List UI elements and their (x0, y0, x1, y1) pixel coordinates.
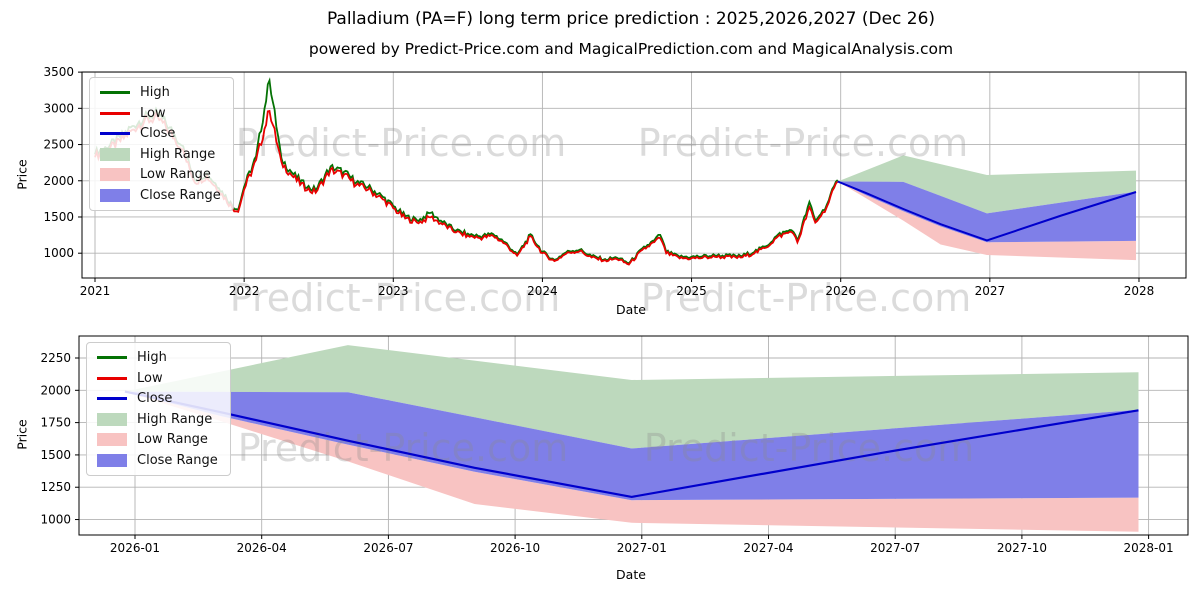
watermark-text: Predict-Price.com (236, 121, 567, 165)
y-tick-label: 2000 (43, 174, 74, 188)
legend-close_range-swatch (100, 188, 130, 202)
legend-entry: Close Range (97, 453, 218, 468)
plot-border (81, 71, 1187, 279)
x-tick-label: 2022 (229, 284, 260, 298)
watermark-text: Predict-Price.com (644, 426, 975, 470)
legend-label: Low (140, 105, 166, 121)
watermark-text: Predict-Price.com (641, 276, 972, 320)
top-x-axis-label: Date (616, 302, 646, 317)
x-tick-label: 2024 (527, 284, 558, 298)
x-tick-label: 2027-04 (743, 541, 793, 555)
legend-label: Low Range (140, 167, 211, 182)
x-tick-label: 2021 (80, 284, 111, 298)
low-range-band (124, 391, 1139, 532)
y-tick-label: 1500 (40, 448, 71, 462)
legend-close-swatch (100, 132, 130, 135)
legend-label: Close (140, 126, 176, 141)
bottom-x-axis-label: Date (616, 567, 646, 582)
y-tick-label: 1000 (43, 246, 74, 260)
legend-label: High Range (137, 411, 213, 427)
x-tick-label: 2027-10 (997, 541, 1047, 555)
legend-high-swatch (97, 356, 127, 359)
x-tick-label: 2026-01 (110, 541, 160, 555)
x-tick-label: 2023 (378, 284, 409, 298)
legend-label: Close Range (140, 187, 221, 203)
legend-entry: High Range (97, 412, 218, 427)
legend-entry: Low Range (97, 432, 218, 447)
low-range-band (837, 181, 1136, 261)
y-tick-label: 2250 (40, 351, 71, 365)
y-tick-label: 1500 (43, 210, 74, 224)
x-tick-label: 2025 (676, 284, 707, 298)
x-tick-label: 2027-07 (870, 541, 920, 555)
chart-title: Palladium (PA=F) long term price predict… (326, 9, 936, 29)
y-tick-label: 1750 (40, 416, 71, 430)
legend-label: High (140, 85, 170, 100)
bottom-y-axis-label: Price (14, 419, 30, 450)
x-tick-label: 2027-01 (617, 541, 667, 555)
legend-high_range-swatch (100, 147, 130, 161)
x-tick-label: 2028-01 (1124, 541, 1174, 555)
legend-entry: High (97, 350, 218, 365)
legend-entry: High (100, 85, 221, 100)
legend-close_range-swatch (97, 453, 127, 467)
x-tick-label: 2027 (975, 284, 1006, 298)
legend-entry: Close Range (100, 188, 221, 203)
legend-low_range-swatch (100, 168, 130, 181)
x-tick-label: 2026-07 (363, 541, 413, 555)
y-tick-label: 3000 (43, 101, 74, 115)
y-tick-label: 2500 (43, 138, 74, 152)
high-range-band (124, 345, 1139, 449)
bottom-legend: High Low Close High Range Low Range Close Ran… (86, 342, 231, 476)
legend-label: Low Range (137, 432, 208, 447)
y-tick-label: 2000 (40, 383, 71, 397)
close-range-band (124, 391, 1139, 501)
legend-label: High Range (140, 146, 216, 162)
x-tick-label: 2026 (825, 284, 856, 298)
watermark-text: Predict-Price.com (638, 121, 969, 165)
plot-border (78, 335, 1189, 536)
legend-high-swatch (100, 91, 130, 94)
high-range-band (837, 155, 1136, 214)
x-tick-label: 2026-10 (490, 541, 540, 555)
watermark-text: Predict-Price.com (230, 276, 561, 320)
legend-entry: Close (97, 391, 218, 406)
legend-low_range-swatch (97, 433, 127, 446)
legend-low-swatch (97, 376, 127, 380)
close-prediction-line (837, 180, 1137, 242)
chart-subtitle: powered by Predict-Price.com and Magical… (308, 40, 954, 58)
top-y-axis-label: Price (14, 159, 30, 190)
legend-label: High (137, 350, 167, 365)
legend-label: Close (137, 391, 173, 406)
top-legend: High Low Close High Range Low Range Close Ran… (89, 77, 234, 211)
legend-close-swatch (97, 397, 127, 400)
legend-entry: High Range (100, 147, 221, 162)
y-tick-label: 3500 (43, 65, 74, 79)
close-range-band (837, 181, 1136, 243)
y-tick-label: 1000 (40, 513, 71, 527)
watermark-text: Predict-Price.com (238, 426, 569, 470)
x-tick-label: 2026-04 (237, 541, 287, 555)
legend-entry: Low Range (100, 167, 221, 182)
legend-entry: Close (100, 126, 221, 141)
legend-entry: Low (100, 106, 221, 121)
legend-label: Close Range (137, 452, 218, 468)
legend-high_range-swatch (97, 412, 127, 426)
legend-label: Low (137, 370, 163, 386)
legend-entry: Low (97, 371, 218, 386)
legend-low-swatch (100, 111, 130, 115)
y-tick-label: 1250 (40, 480, 71, 494)
x-tick-label: 2028 (1124, 284, 1155, 298)
